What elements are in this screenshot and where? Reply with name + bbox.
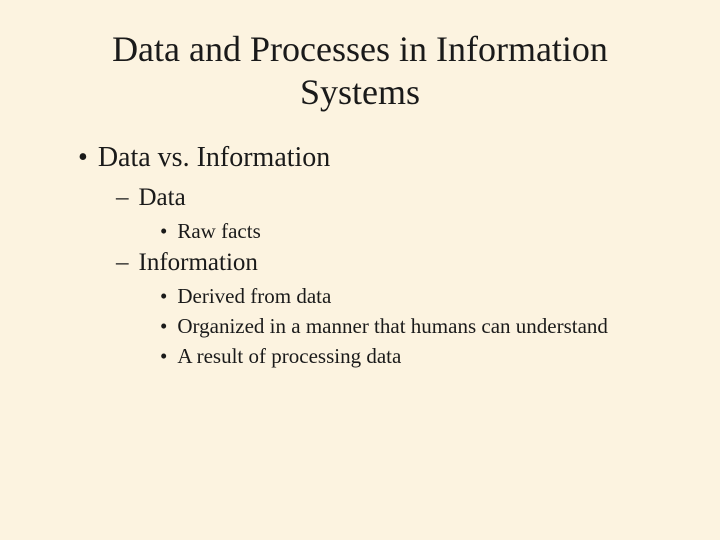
bullet-level-2: – Information xyxy=(116,249,660,277)
slide-title: Data and Processes in Information System… xyxy=(60,28,660,114)
bullet-dot-icon: • xyxy=(160,343,167,369)
dash-icon: – xyxy=(116,249,129,277)
bullet-level-3: • A result of processing data xyxy=(160,343,660,369)
bullet-dot-icon: • xyxy=(160,218,167,244)
bullet-dot-icon: • xyxy=(78,142,88,174)
bullet-level-2: – Data xyxy=(116,184,660,212)
bullet-level-3: • Raw facts xyxy=(160,218,660,244)
dash-icon: – xyxy=(116,184,129,212)
bullet-text: Derived from data xyxy=(177,283,660,309)
bullet-level-3: • Organized in a manner that humans can … xyxy=(160,313,660,339)
bullet-text: Organized in a manner that humans can un… xyxy=(177,313,660,339)
bullet-text: Data vs. Information xyxy=(98,142,660,174)
bullet-text: Raw facts xyxy=(177,218,660,244)
bullet-dot-icon: • xyxy=(160,283,167,309)
bullet-level-3: • Derived from data xyxy=(160,283,660,309)
bullet-text: Data xyxy=(139,184,661,212)
bullet-text: A result of processing data xyxy=(177,343,660,369)
bullet-level-1: • Data vs. Information xyxy=(78,142,660,174)
bullet-dot-icon: • xyxy=(160,313,167,339)
bullet-text: Information xyxy=(139,249,661,277)
